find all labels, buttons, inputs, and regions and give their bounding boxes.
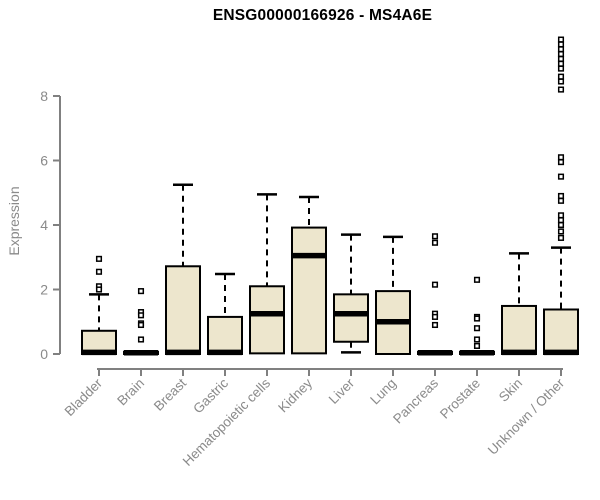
x-axis-label-unknown-other: Unknown / Other	[485, 375, 568, 458]
box-group-unknown-other	[543, 36, 579, 356]
outlier-point	[137, 288, 145, 295]
y-tick-label: 4	[40, 217, 48, 233]
outlier-point	[473, 315, 481, 322]
x-axis-label-lung: Lung	[367, 376, 399, 408]
box-group-bladder	[81, 255, 117, 356]
outlier-point	[431, 321, 439, 329]
box-group-gastric	[207, 272, 243, 356]
box-group-lung	[375, 235, 411, 355]
outlier-point	[557, 197, 565, 204]
y-tick-label: 2	[40, 282, 48, 298]
box-group-breast	[165, 183, 201, 356]
x-axis-label-skin: Skin	[496, 376, 525, 405]
outlier-point	[557, 228, 565, 235]
iqr-box	[207, 315, 243, 356]
y-tick-label: 0	[40, 346, 48, 362]
y-tick-label: 8	[40, 88, 48, 104]
outlier-point	[473, 276, 481, 283]
outlier-point	[557, 234, 565, 241]
outlier-point	[557, 36, 565, 43]
outlier-point	[557, 154, 565, 161]
box-group-liver	[333, 233, 369, 354]
outlier-point	[431, 239, 439, 246]
outlier-point	[473, 342, 481, 349]
outlier-point	[95, 255, 103, 262]
outlier-point	[557, 73, 565, 80]
x-axis-label-brain: Brain	[114, 376, 147, 409]
iqr-box	[333, 293, 369, 343]
x-axis-label-kidney: Kidney	[275, 375, 315, 415]
outlier-point	[95, 268, 103, 275]
box-group-pancreas	[417, 233, 453, 356]
iqr-box	[543, 308, 579, 355]
outlier-point	[557, 217, 565, 224]
box-group-hematopoietic-cells	[249, 193, 285, 355]
outlier-point	[137, 312, 145, 319]
outlier-point	[473, 325, 481, 332]
x-axis-label-gastric: Gastric	[190, 375, 231, 416]
chart-title: ENSG00000166926 - MS4A6E	[212, 7, 433, 24]
box-group-skin	[501, 252, 537, 356]
box-group-prostate	[459, 276, 495, 356]
iqr-box	[501, 304, 537, 356]
box-group-kidney	[291, 195, 327, 355]
outlier-point	[431, 313, 439, 320]
outlier-point	[557, 192, 565, 200]
outlier-point	[557, 212, 565, 219]
outlier-point	[557, 173, 565, 180]
outlier-point	[557, 65, 565, 72]
iqr-box	[249, 285, 285, 355]
outlier-point	[95, 286, 103, 293]
x-axis-label-breast: Breast	[151, 375, 189, 413]
y-tick-label: 6	[40, 153, 48, 169]
outlier-point	[557, 221, 565, 229]
outlier-point	[137, 336, 145, 343]
iqr-box	[165, 265, 201, 355]
iqr-box	[291, 226, 327, 355]
outlier-point	[557, 159, 565, 166]
outlier-point	[557, 55, 565, 62]
x-axis-label-bladder: Bladder	[62, 375, 106, 419]
outlier-point	[557, 60, 565, 67]
x-axis-label-pancreas: Pancreas	[390, 375, 441, 426]
outlier-point	[137, 321, 145, 329]
outlier-point	[557, 41, 565, 48]
outlier-point	[557, 78, 565, 85]
box-group-brain	[123, 288, 159, 356]
outlier-point	[557, 51, 565, 58]
x-axis-label-liver: Liver	[326, 375, 358, 407]
outlier-point	[473, 336, 481, 343]
outlier-point	[431, 281, 439, 288]
outlier-point	[557, 46, 565, 53]
outlier-point	[557, 86, 565, 93]
x-axis-label-prostate: Prostate	[437, 376, 483, 422]
outlier-point	[431, 233, 439, 240]
y-axis: 0 2 4 6 8	[40, 88, 61, 362]
